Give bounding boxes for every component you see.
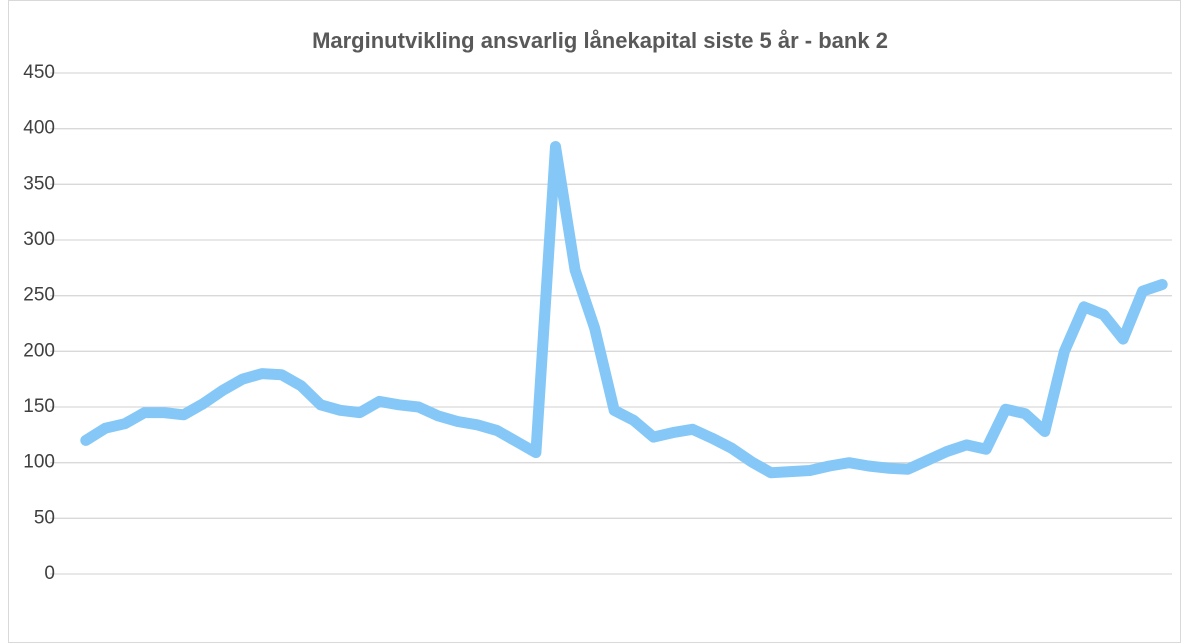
y-tick-label: 100	[23, 452, 55, 473]
y-tick-label: 300	[23, 229, 55, 250]
y-tick-label: 250	[23, 285, 55, 306]
y-tick-label: 350	[23, 173, 55, 194]
y-tick-label: 50	[34, 507, 55, 528]
y-tick-label: 450	[23, 62, 55, 83]
chart-title: Marginutvikling ansvarlig lånekapital si…	[312, 28, 888, 53]
data-line	[80, 141, 1168, 479]
y-tick-label: 150	[23, 396, 55, 417]
y-tick-label: 0	[44, 563, 55, 584]
y-tick-label: 200	[23, 340, 55, 361]
y-tick-label: 400	[23, 118, 55, 139]
